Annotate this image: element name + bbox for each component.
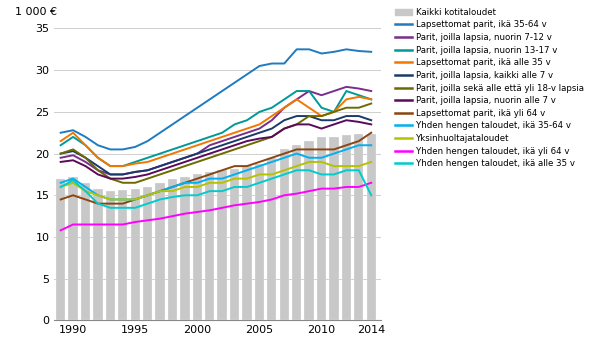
Bar: [304, 141, 314, 320]
Bar: [342, 135, 351, 320]
Bar: [192, 174, 202, 320]
Bar: [155, 183, 165, 320]
Bar: [367, 134, 376, 320]
Bar: [255, 164, 264, 320]
Bar: [168, 179, 177, 320]
Bar: [180, 177, 189, 320]
Bar: [243, 166, 252, 320]
Bar: [280, 150, 289, 320]
Bar: [93, 189, 103, 320]
Bar: [292, 145, 301, 320]
Bar: [354, 135, 364, 320]
Bar: [230, 169, 239, 320]
Bar: [205, 172, 214, 320]
Bar: [106, 191, 115, 320]
Legend: Kaikki kotitaloudet, Lapsettomat parit, ikä 35-64 v, Parit, joilla lapsia, nuori: Kaikki kotitaloudet, Lapsettomat parit, …: [394, 8, 584, 168]
Bar: [81, 183, 90, 320]
Bar: [317, 137, 326, 320]
Bar: [68, 177, 77, 320]
Text: 1 000 €: 1 000 €: [15, 7, 57, 17]
Bar: [131, 189, 140, 320]
Bar: [329, 137, 339, 320]
Bar: [143, 187, 152, 320]
Bar: [56, 179, 65, 320]
Bar: [267, 158, 276, 320]
Bar: [118, 190, 128, 320]
Bar: [217, 170, 227, 320]
